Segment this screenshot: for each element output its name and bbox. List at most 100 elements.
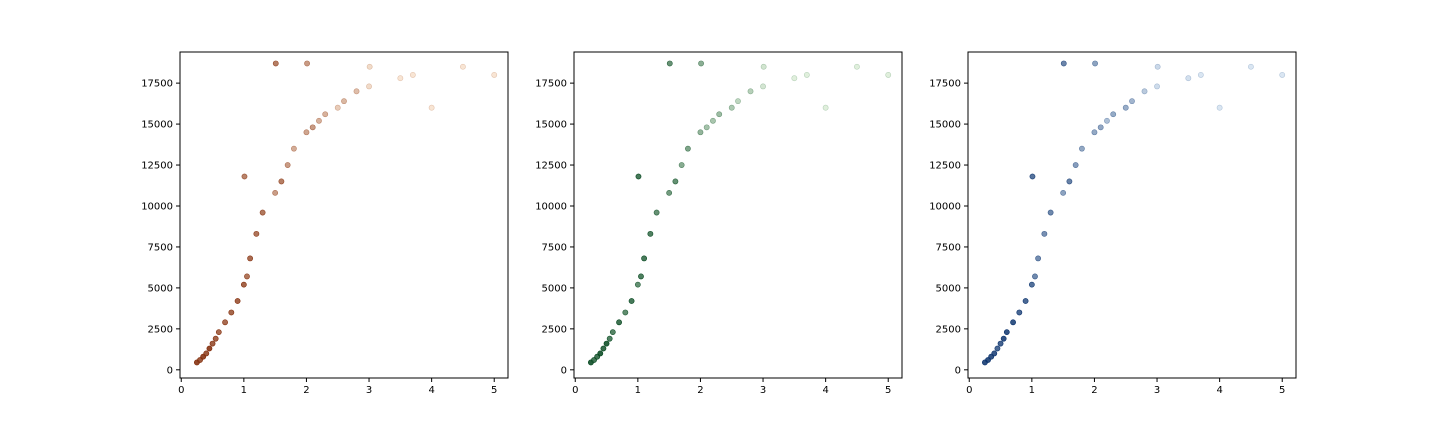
data-point [622,309,629,316]
data-point [1110,111,1117,118]
data-point [240,281,247,288]
data-point [212,335,219,342]
data-point [616,319,622,326]
data-point [1185,75,1192,82]
x-tick-label: 2 [697,385,703,396]
data-point [1141,88,1148,95]
data-point [728,104,735,111]
x-tick-label: 1 [635,385,641,396]
data-point [647,230,654,237]
x-tick-label: 4 [1216,385,1222,396]
data-point [685,145,691,152]
data-point [291,145,297,152]
data-point [606,335,613,342]
y-tick-label: 0 [561,365,567,376]
data-point [222,319,228,326]
scatter-plot-1: 0 1 2 3 4 5 0 2500 5000 7500 10000 12500 15000 17500 [141,51,509,396]
data-point [234,298,241,304]
data-point [1028,281,1035,288]
data-point [228,309,235,316]
data-point [1016,309,1023,316]
data-points [982,60,1286,366]
scatter-plot-2: 0 1 2 3 4 5 0 2500 5000 7500 10000 12500 15000 17500 [535,51,903,396]
data-point [703,124,710,131]
data-point [304,60,310,67]
data-points [193,60,498,366]
data-point [397,75,404,82]
y-tick-label: 10000 [141,201,173,212]
data-point [698,60,704,67]
x-tick-label: 5 [885,385,891,396]
data-point [366,83,372,90]
data-point [1197,72,1204,78]
data-point [653,209,660,216]
x-tick-label: 0 [572,385,578,396]
data-point [1092,60,1098,67]
x-tick-label: 5 [1279,385,1285,396]
y-tick-label: 17500 [141,79,173,90]
y-tick-label: 0 [955,365,961,376]
data-point [1035,255,1042,262]
data-point [600,345,607,352]
data-point [259,209,266,216]
data-point [1216,104,1223,111]
data-point [1104,117,1110,124]
x-tick-label: 5 [491,385,497,396]
data-point [678,162,685,168]
data-point [491,72,498,78]
data-point [278,178,285,185]
data-point [322,111,329,118]
x-tick-label: 2 [1091,385,1097,396]
data-point [284,162,291,168]
data-point [609,329,616,336]
x-tick-label: 3 [760,385,766,396]
data-point [672,178,679,185]
data-point [697,129,704,136]
y-tick-label: 2500 [542,324,567,335]
data-point [460,63,466,70]
data-point [603,340,610,347]
data-point [334,104,341,111]
y-tick-label: 7500 [936,242,961,253]
data-point [209,340,216,347]
plot-frame [573,51,903,379]
data-point [1000,335,1007,342]
data-point [854,63,860,70]
data-point [247,255,254,262]
data-point [634,281,641,288]
data-point [1154,63,1161,70]
data-point [1097,124,1104,131]
y-tick-label: 2500 [936,324,961,335]
y-tick-label: 17500 [535,79,567,90]
data-point [1072,162,1079,168]
data-point [997,340,1004,347]
scatter-plot-3: 0 1 2 3 4 5 0 2500 5000 7500 10000 12500 15000 17500 [929,51,1297,396]
data-point [716,111,723,118]
y-tick-label: 10000 [929,201,961,212]
data-point [353,88,360,95]
data-point [710,117,716,124]
y-tick-label: 0 [167,365,173,376]
data-point [1079,145,1085,152]
data-point [760,63,767,70]
data-point [303,129,310,136]
y-tick-label: 15000 [929,120,961,131]
data-point [1032,273,1038,280]
data-point [1047,209,1054,216]
data-point [241,173,248,180]
data-point [1060,189,1067,196]
data-point [1060,60,1067,67]
data-point [1091,129,1098,136]
x-tick-label: 1 [241,385,247,396]
data-point [409,72,416,78]
data-point [1003,329,1010,336]
data-point [309,124,316,131]
x-tick-label: 3 [1154,385,1160,396]
data-point [1248,63,1254,70]
x-tick-label: 0 [966,385,972,396]
data-point [366,63,373,70]
data-point [747,88,754,95]
data-point [1029,173,1036,180]
y-tick-label: 12500 [929,161,961,172]
